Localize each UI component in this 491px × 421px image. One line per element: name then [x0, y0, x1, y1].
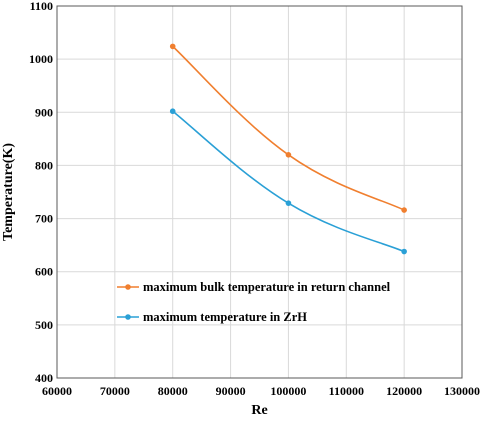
y-tick-label: 400 — [35, 371, 53, 385]
x-axis-title: Re — [251, 403, 267, 418]
data-point — [401, 248, 407, 255]
y-tick-label: 500 — [35, 318, 53, 332]
series-layer — [169, 43, 407, 255]
plot-area-frame — [56, 5, 463, 379]
legend-label: maximum bulk temperature in return chann… — [143, 280, 391, 294]
legend-swatch-marker — [125, 314, 131, 320]
y-tick-label: 800 — [35, 158, 53, 172]
x-tick-label: 60000 — [42, 384, 72, 398]
y-tick-label: 1100 — [30, 0, 53, 13]
data-point — [169, 43, 176, 50]
data-point — [285, 200, 292, 206]
y-tick-label: 900 — [35, 105, 53, 119]
x-tick-label: 70000 — [100, 384, 130, 398]
y-axis-title: Temperature(K) — [1, 143, 16, 241]
x-tick-label: 130000 — [444, 384, 480, 398]
series-2 — [169, 108, 407, 255]
series-1 — [169, 43, 407, 213]
x-tick-label: 100000 — [270, 384, 306, 398]
data-point — [285, 152, 292, 158]
y-tick-label: 1000 — [29, 52, 53, 66]
legend: maximum bulk temperature in return chann… — [117, 280, 391, 324]
x-tick-label: 80000 — [158, 384, 188, 398]
x-tick-label: 90000 — [216, 384, 246, 398]
legend-item: maximum bulk temperature in return chann… — [117, 280, 391, 294]
data-point — [401, 207, 407, 213]
gridlines — [56, 5, 463, 379]
y-tick-label: 600 — [35, 265, 53, 279]
legend-label: maximum temperature in ZrH — [143, 310, 307, 324]
y-tick-labels: 400 500 600 700 800 900 1000 1100 — [29, 0, 53, 385]
x-tick-label: 120000 — [386, 384, 422, 398]
legend-item: maximum temperature in ZrH — [117, 310, 307, 324]
y-tick-label: 700 — [35, 212, 53, 226]
data-point — [169, 108, 176, 115]
legend-swatch-marker — [125, 284, 131, 290]
x-tick-labels: 60000 70000 80000 90000 100000 110000 120000 13… — [42, 384, 480, 398]
x-tick-label: 110000 — [329, 384, 364, 398]
